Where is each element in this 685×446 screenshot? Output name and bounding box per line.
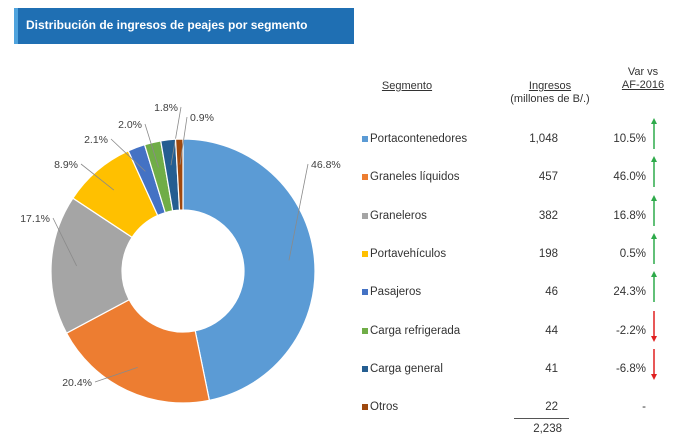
data-label: 1.8% bbox=[154, 102, 178, 114]
legend-swatch bbox=[362, 404, 368, 411]
arrow-up-icon bbox=[651, 156, 657, 188]
arrow-up-icon bbox=[651, 232, 657, 264]
ingresos-value: 198 bbox=[538, 247, 558, 260]
title-banner-accent bbox=[14, 8, 18, 44]
table-row: Carga refrigerada 44 -2.2% bbox=[0, 310, 685, 342]
header-ingresos: Ingresos (millones de B/.) bbox=[500, 80, 600, 106]
ingresos-value: 1,048 bbox=[529, 133, 558, 145]
label-leader-line bbox=[110, 138, 146, 172]
table-row: Carga general 41 -6.8% bbox=[0, 348, 685, 380]
variance-value: 46.0% bbox=[613, 171, 646, 184]
legend-swatch bbox=[362, 289, 368, 296]
ingresos-value: 457 bbox=[538, 171, 558, 184]
segment-name: Portacontenedores bbox=[370, 133, 468, 145]
variance-value: - bbox=[642, 401, 646, 414]
label-leader-line bbox=[144, 123, 159, 168]
segment-name: Portavehículos bbox=[370, 247, 447, 260]
header-var: Var vs AF-2016 bbox=[608, 66, 678, 92]
page-title: Distribución de ingresos de peajes por s… bbox=[26, 18, 308, 32]
legend-swatch bbox=[362, 365, 368, 372]
title-banner bbox=[14, 8, 354, 44]
label-leader-line bbox=[288, 163, 309, 261]
legend-swatch bbox=[362, 250, 368, 257]
header-ingresos-line2: (millones de B/.) bbox=[510, 93, 590, 105]
table-row: Portavehículos 198 0.5% bbox=[0, 232, 685, 264]
header-var-line1: Var vs bbox=[627, 66, 659, 78]
table-row: Portacontenedores 1,048 10.5% bbox=[0, 118, 685, 149]
label-leader-line bbox=[52, 217, 77, 267]
data-label: 8.9% bbox=[54, 159, 78, 171]
total-divider bbox=[514, 418, 569, 419]
segment-name: Carga refrigerada bbox=[370, 324, 461, 337]
data-label: 2.0% bbox=[118, 119, 142, 131]
label-leader-line bbox=[170, 106, 182, 166]
segment-name: Pasajeros bbox=[370, 286, 422, 299]
variance-value: -2.2% bbox=[615, 324, 646, 337]
total-value: 2,238 bbox=[533, 423, 562, 435]
segment-name: Graneleros bbox=[370, 209, 427, 222]
legend-swatch bbox=[362, 212, 368, 219]
label-leader-line bbox=[94, 366, 138, 383]
data-label: 46.8% bbox=[311, 159, 341, 171]
arrow-down-icon bbox=[651, 310, 657, 342]
ingresos-value: 41 bbox=[545, 362, 558, 375]
donut-slice bbox=[182, 138, 316, 402]
data-label: 2.1% bbox=[84, 134, 108, 146]
ingresos-value: 46 bbox=[545, 286, 558, 299]
table-row: Otros 22 - bbox=[0, 401, 685, 415]
header-var-line2: AF-2016 bbox=[621, 79, 665, 91]
label-leader-line bbox=[179, 116, 188, 165]
segment-name: Graneles líquidos bbox=[370, 171, 460, 184]
arrow-up-icon bbox=[651, 118, 657, 149]
arrow-down-icon bbox=[651, 348, 657, 380]
data-label: 20.4% bbox=[62, 377, 92, 389]
variance-value: -6.8% bbox=[615, 362, 646, 375]
arrow-up-icon bbox=[651, 194, 657, 226]
variance-value: 16.8% bbox=[613, 209, 646, 222]
data-label: 17.1% bbox=[20, 213, 50, 225]
legend-swatch bbox=[362, 174, 368, 181]
table-row: Pasajeros 46 24.3% bbox=[0, 271, 685, 303]
table-row: Graneles líquidos 457 46.0% bbox=[0, 156, 685, 188]
segment-name: Otros bbox=[370, 401, 399, 414]
data-label: 0.9% bbox=[190, 112, 214, 124]
legend-swatch bbox=[362, 327, 368, 334]
legend-swatch bbox=[362, 136, 368, 142]
ingresos-value: 22 bbox=[545, 401, 558, 414]
header-ingresos-line1: Ingresos bbox=[528, 80, 572, 92]
ingresos-value: 382 bbox=[538, 209, 558, 222]
donut-slice bbox=[65, 298, 211, 404]
variance-value: 24.3% bbox=[613, 286, 646, 299]
table-row: Graneleros 382 16.8% bbox=[0, 194, 685, 226]
variance-value: 0.5% bbox=[619, 247, 646, 260]
label-leader-line bbox=[80, 163, 115, 191]
arrow-up-icon bbox=[651, 271, 657, 303]
ingresos-value: 44 bbox=[545, 324, 558, 337]
variance-value: 10.5% bbox=[613, 133, 646, 145]
segment-name: Carga general bbox=[370, 362, 443, 375]
header-segmento: Segmento bbox=[381, 80, 433, 92]
